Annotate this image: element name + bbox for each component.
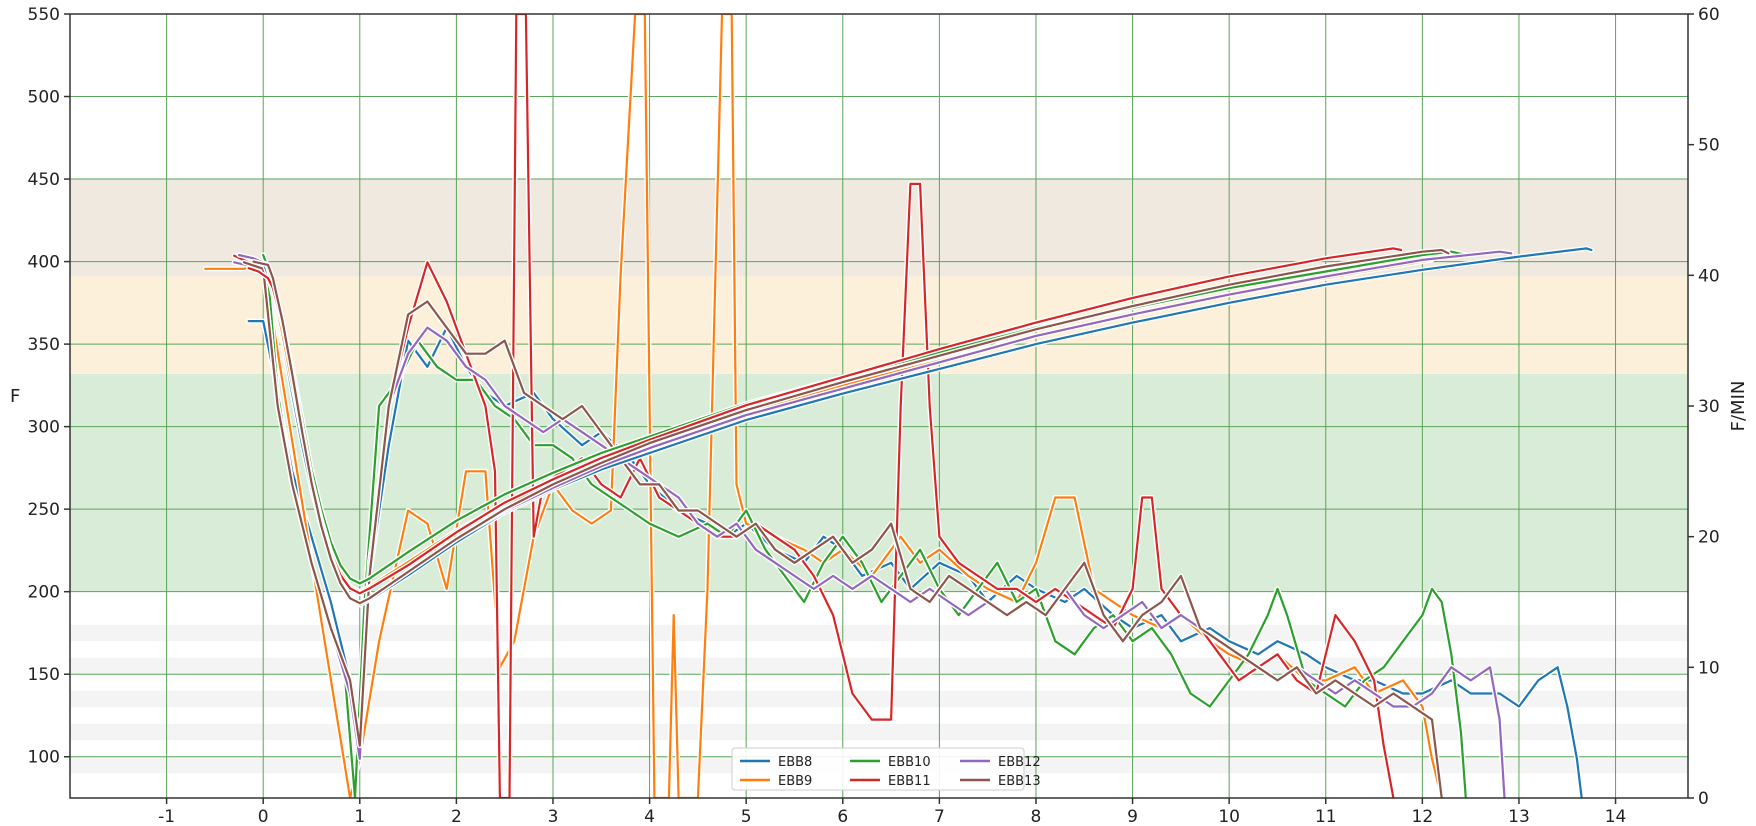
legend-box (731, 747, 1025, 791)
series-lines (202, 14, 1594, 798)
y-tick-label: 350 (28, 335, 60, 355)
x-tick-label: 12 (1412, 807, 1434, 826)
rate-line-ebb10 (252, 261, 1467, 798)
y-tick-label: 150 (28, 665, 60, 685)
x-tick-label: 4 (644, 807, 655, 826)
legend-label-ebb11: EBB11 (888, 774, 931, 789)
rate-line-ebb13 (242, 261, 1443, 798)
legend: EBB8 EBB9 EBB10 EBB11 EBB12 EBB13 (731, 747, 1041, 791)
x-tick-label: 8 (1031, 807, 1042, 826)
band-target-zone (70, 276, 1688, 374)
stripe-band (70, 690, 1688, 708)
reference-bands (70, 179, 1688, 774)
y-tick-label: 550 (28, 5, 60, 25)
x-tick-label: 13 (1508, 807, 1530, 826)
y2-tick-label: 10 (1698, 658, 1720, 678)
temp-line-ebb13 (252, 248, 1450, 605)
x-tick-label: 6 (837, 807, 848, 826)
x-tick-label: 7 (934, 807, 945, 826)
y-tick-label: 500 (28, 88, 60, 108)
x-tick-label: 10 (1218, 807, 1240, 826)
legend-label-ebb12: EBB12 (998, 755, 1041, 770)
legend-label-ebb10: EBB10 (888, 755, 931, 770)
legend-label-ebb9: EBB9 (778, 774, 812, 789)
x-tick-label: 9 (1127, 807, 1138, 826)
y-tick-label: 400 (28, 253, 60, 273)
x-tick-label: 1 (354, 807, 365, 826)
band-stall-zone (70, 373, 1688, 592)
x-tick-label: 5 (741, 807, 752, 826)
x-tick-label: 11 (1315, 807, 1337, 826)
x-tick-label: 14 (1605, 807, 1627, 826)
y2-tick-label: 50 (1698, 136, 1720, 156)
y-tick-label: 250 (28, 500, 60, 520)
x-tick-label: -1 (158, 807, 175, 826)
y-tick-label: 450 (28, 170, 60, 190)
stripe-band (70, 624, 1688, 642)
rate-line-ebb12 (233, 261, 1506, 798)
y-tick-label: 200 (28, 583, 60, 603)
y2-axis-title: F/MIN (1728, 381, 1749, 432)
y-tick-label: 100 (28, 748, 60, 768)
legend-label-ebb13: EBB13 (998, 774, 1041, 789)
y-axis-title: F (10, 386, 20, 407)
axes: -1 0 1 2 3 4 5 6 7 8 9 10 11 12 13 14100150200250300350… (28, 5, 1720, 826)
stripe-band (70, 723, 1688, 741)
rate-line-ebb9 (204, 14, 1443, 798)
y2-tick-label: 60 (1698, 5, 1720, 25)
x-tick-label: 2 (451, 807, 462, 826)
x-tick-label: 0 (258, 807, 269, 826)
x-tick-label: 3 (548, 807, 559, 826)
y2-tick-label: 20 (1698, 528, 1720, 548)
y2-tick-label: 0 (1698, 789, 1709, 809)
y-tick-label: 300 (28, 418, 60, 438)
legend-label-ebb8: EBB8 (778, 755, 812, 770)
y2-tick-label: 30 (1698, 397, 1720, 417)
series-group (202, 14, 1594, 798)
y2-tick-label: 40 (1698, 266, 1720, 286)
